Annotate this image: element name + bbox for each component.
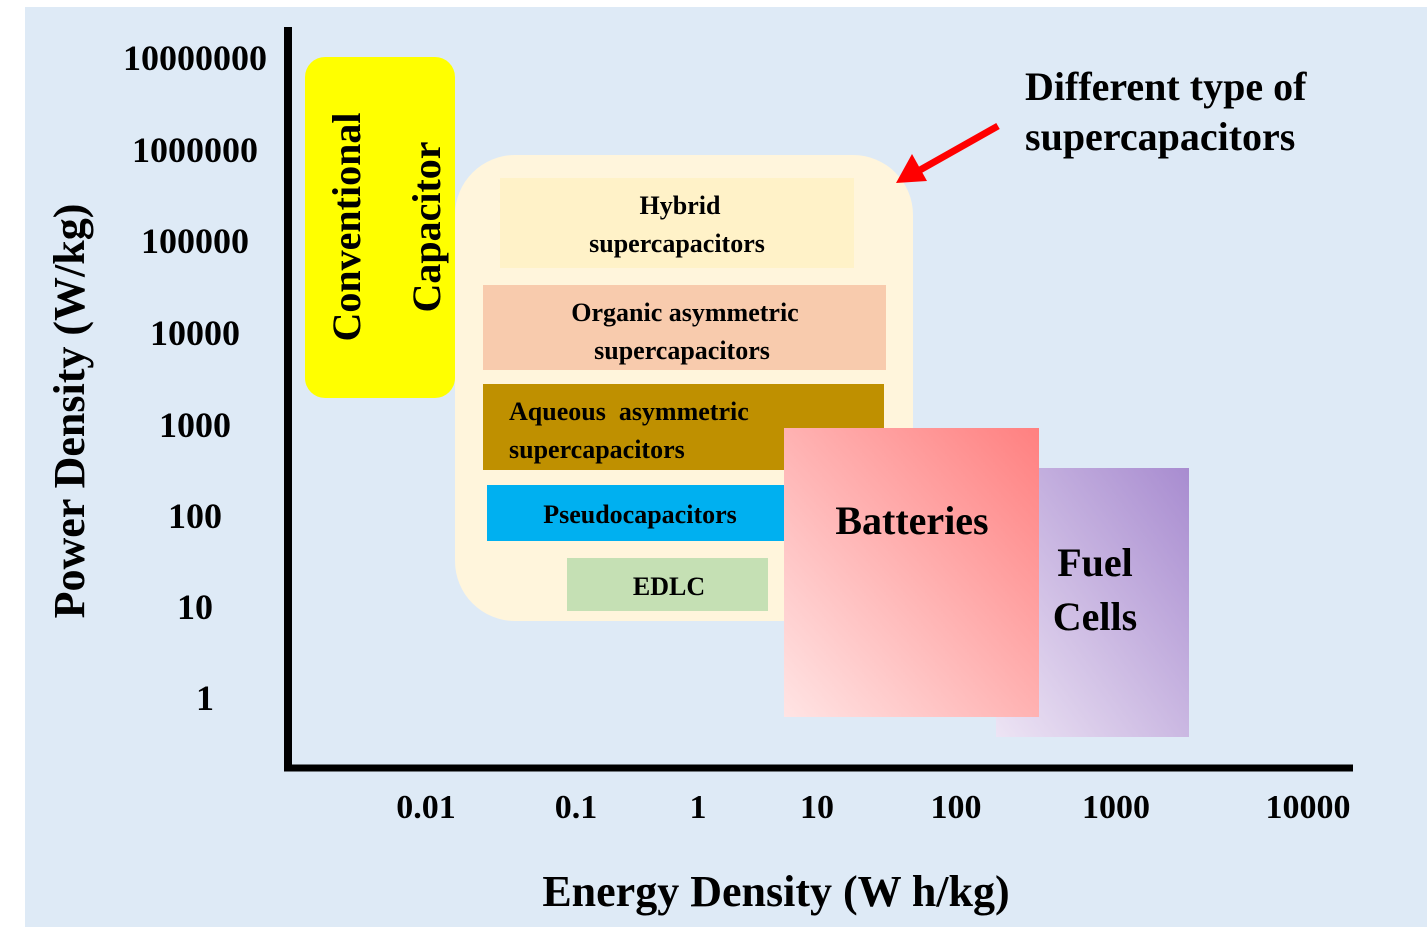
y-tick-label: 10 — [177, 587, 213, 627]
annotation-text-line: Different type of — [1025, 64, 1307, 109]
region-label-line: Aqueous asymmetric — [509, 397, 749, 426]
y-tick-label: 10000000 — [123, 38, 267, 78]
region-label-line: Cells — [1053, 594, 1137, 639]
y-tick-label: 1000000 — [132, 130, 258, 170]
region-hybrid-supercapacitors — [500, 178, 854, 268]
x-tick-label: 100 — [931, 789, 982, 826]
region-label-line: Conventional — [324, 113, 369, 342]
region-label-line: supercapacitors — [509, 435, 685, 464]
region-label: Pseudocapacitors — [543, 500, 737, 529]
y-tick-labels: 10000000 1000000 100000 10000 1000 100 1… — [123, 38, 267, 718]
region-edlc — [567, 558, 768, 611]
region-label: EDLC — [633, 572, 705, 601]
region-label: Batteries — [835, 498, 988, 543]
region-label-line: Capacitor — [404, 141, 449, 312]
x-axis-title: Energy Density (W h/kg) — [542, 867, 1009, 916]
region-label-line: Fuel — [1057, 540, 1133, 585]
annotation-text-line: supercapacitors — [1025, 114, 1295, 159]
x-tick-label: 0.1 — [555, 789, 598, 826]
region-batteries — [784, 428, 1039, 717]
x-tick-label: 1 — [690, 789, 707, 826]
x-tick-label: 0.01 — [396, 789, 456, 826]
region-pseudocapacitors — [487, 485, 789, 541]
y-axis-title: Power Density (W/kg) — [45, 204, 94, 619]
region-label-line: supercapacitors — [589, 229, 765, 258]
y-tick-label: 100 — [168, 496, 222, 536]
region-conventional-capacitor — [305, 57, 455, 398]
region-label-line: supercapacitors — [594, 336, 770, 365]
x-tick-label: 1000 — [1082, 789, 1150, 826]
x-tick-label: 10 — [800, 789, 834, 826]
x-tick-label: 10000 — [1266, 789, 1351, 826]
region-label-line: Hybrid — [640, 191, 721, 220]
y-tick-label: 100000 — [141, 221, 249, 261]
y-tick-label: 1 — [196, 678, 214, 718]
x-tick-labels: 0.01 0.1 1 10 100 1000 10000 — [396, 789, 1350, 826]
annotation-arrow-head — [896, 154, 927, 183]
y-tick-label: 1000 — [159, 405, 231, 445]
region-organic-asymmetric-supercapacitors — [483, 285, 886, 370]
region-label-conventional-capacitor: Conventional Capacitor — [324, 113, 449, 342]
y-tick-label: 10000 — [150, 313, 240, 353]
annotation-arrow-shaft — [918, 122, 1000, 174]
region-label-line: Organic asymmetric — [571, 298, 798, 327]
